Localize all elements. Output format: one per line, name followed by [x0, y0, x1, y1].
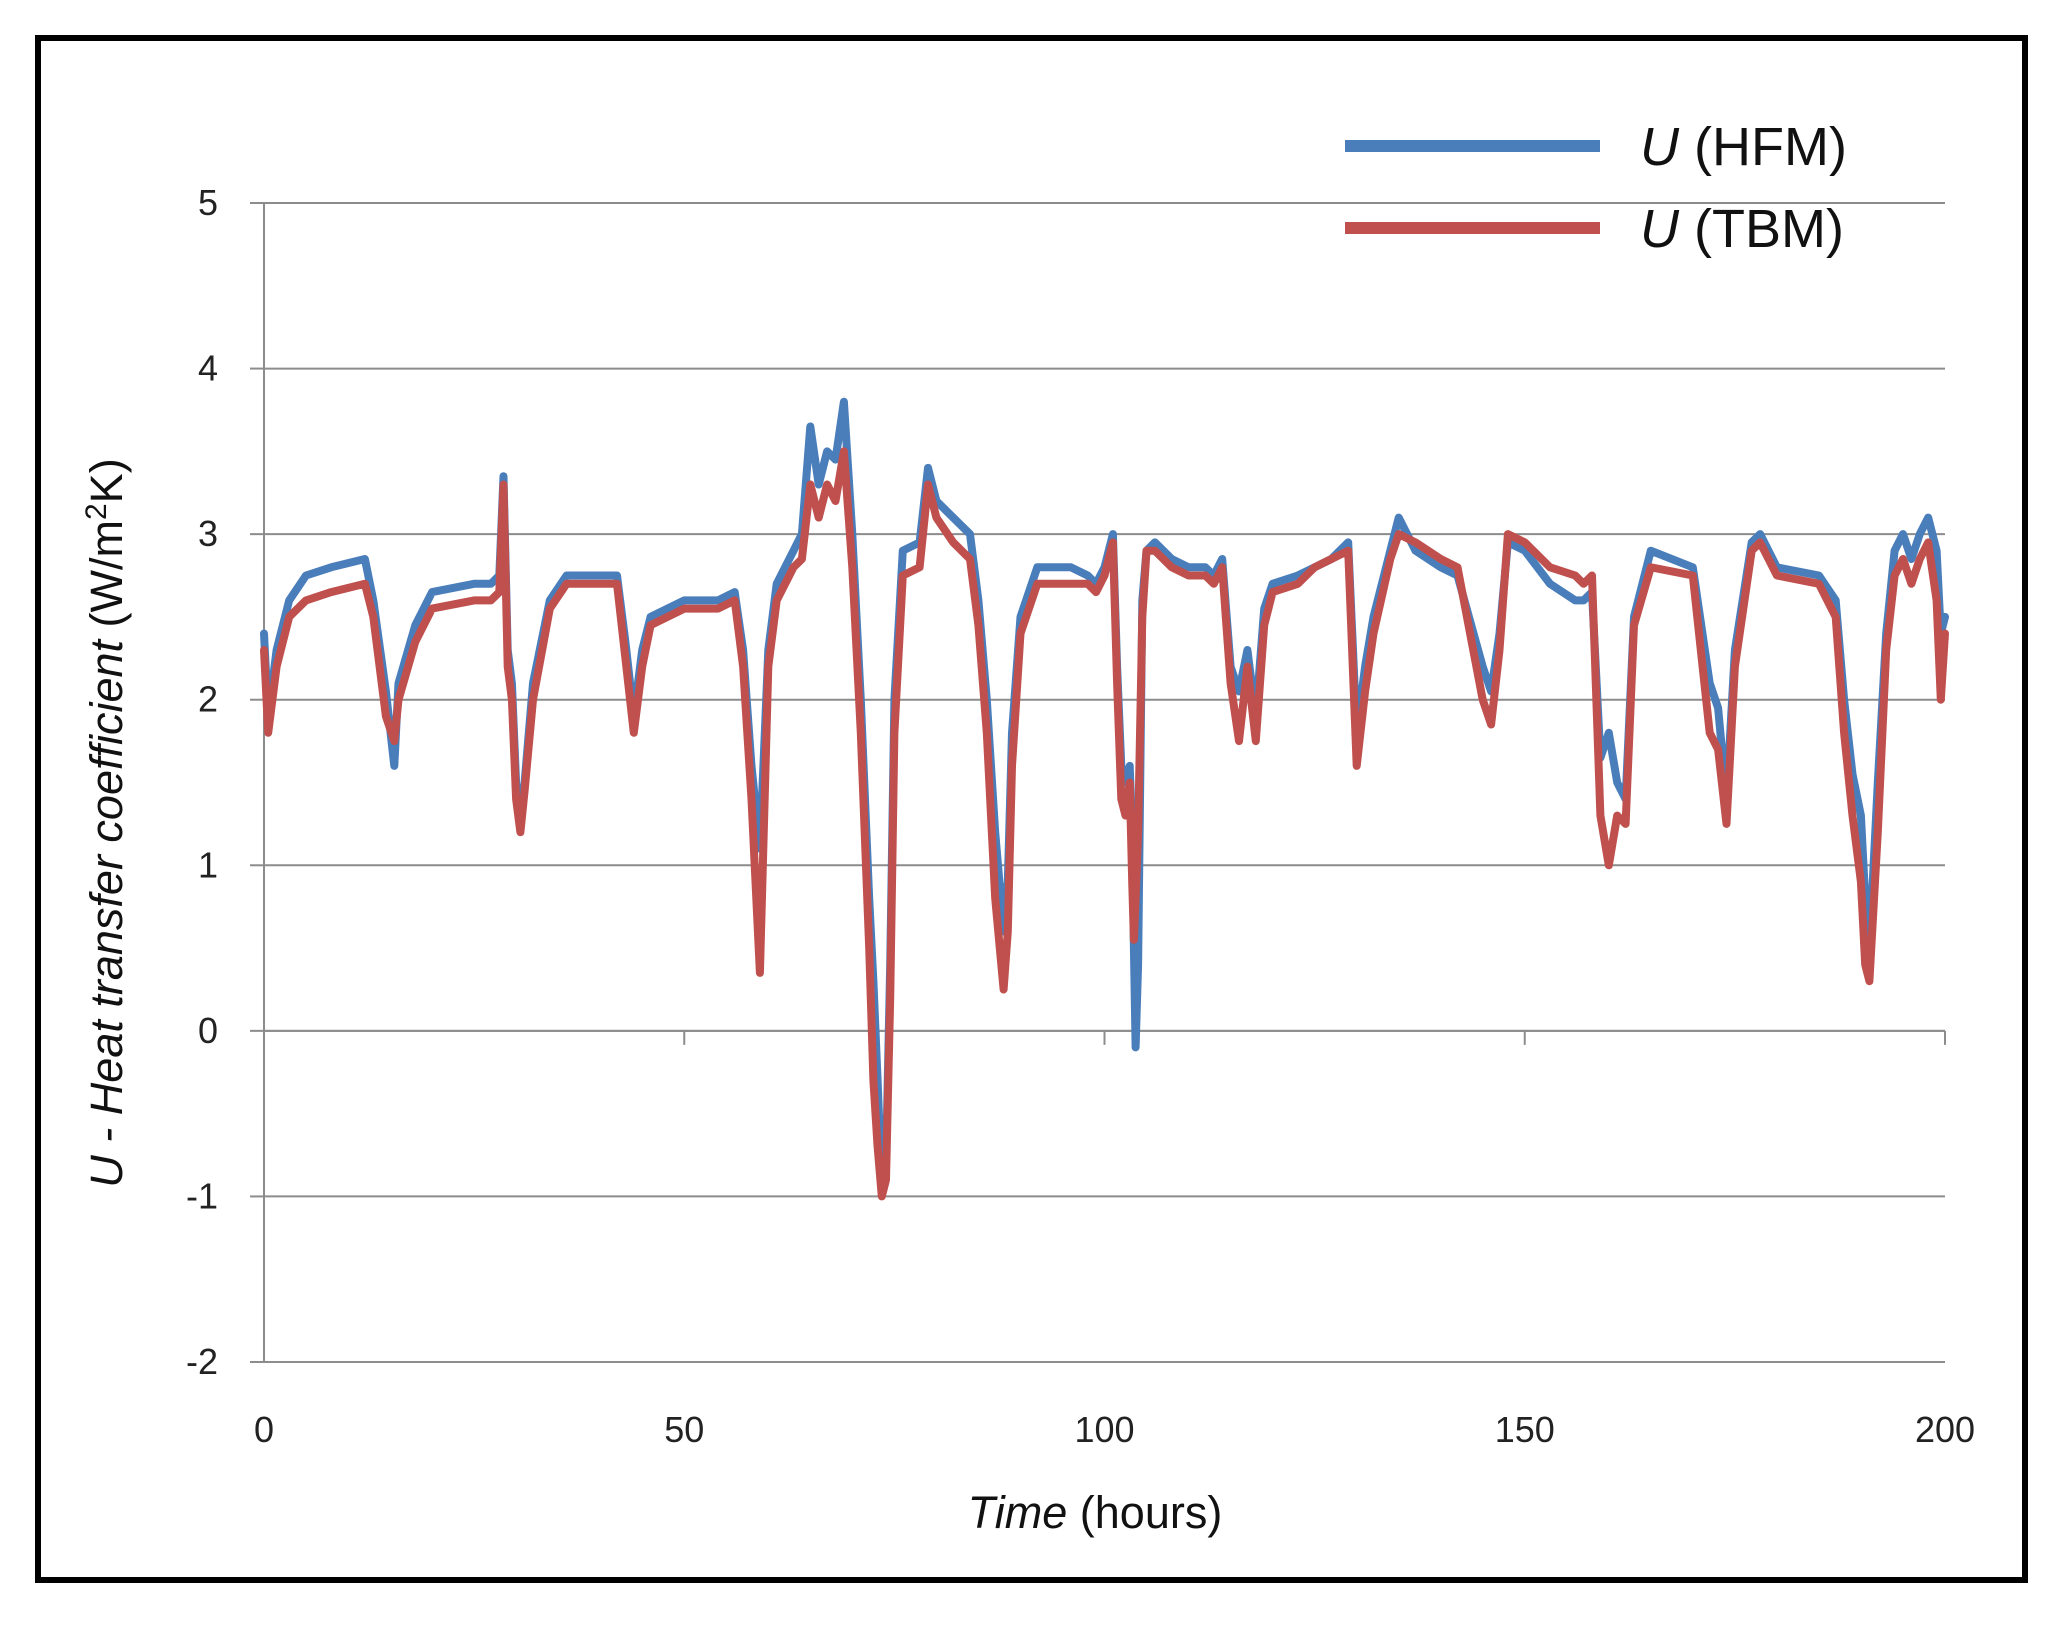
y-axis-title-unit-b: K) [81, 458, 132, 503]
legend-label-symbol: U [1640, 117, 1680, 177]
y-axis-title: U - Heat transfer coefficient (W/m2K) [80, 458, 133, 1187]
y-tick-label: 5 [198, 182, 218, 223]
y-tick-label: -2 [186, 1341, 218, 1382]
legend-label-hfm: U (HFM) [1640, 117, 1847, 177]
y-axis-title-main: Heat transfer coefficient [81, 637, 132, 1115]
x-tick-label: 200 [1915, 1409, 1975, 1450]
y-axis-title-superscript: 2 [80, 503, 113, 520]
x-axis-title: Time (hours) [968, 1487, 1223, 1538]
x-tick-label: 150 [1495, 1409, 1555, 1450]
legend-label-method: (HFM) [1679, 117, 1847, 177]
axes [250, 202, 1946, 1363]
y-tick-label: 0 [198, 1010, 218, 1051]
y-axis-title-prefix: U - [81, 1115, 132, 1188]
chart-frame [35, 35, 2028, 1583]
y-tick-label: 2 [198, 679, 218, 720]
legend-label-tbm: U (TBM) [1640, 199, 1844, 259]
y-tick-label: -1 [186, 1175, 218, 1216]
x-axis-title-unit: (hours) [1067, 1487, 1222, 1538]
x-tick-label: 100 [1074, 1409, 1134, 1450]
legend-label-symbol: U [1640, 199, 1680, 259]
y-tick-label: 4 [198, 348, 218, 389]
x-axis-title-main: Time [968, 1487, 1068, 1538]
series-line-tbm [260, 447, 1949, 1201]
y-tick-label: 1 [198, 844, 218, 885]
y-axis-title-unit-a: (W/m [81, 520, 132, 640]
x-tick-label: 50 [664, 1409, 704, 1450]
y-tick-label: 3 [198, 513, 218, 554]
series-lines [260, 397, 1949, 1201]
legend-label-method: (TBM) [1679, 199, 1844, 259]
y-tick-labels: 5 4 3 2 1 0 -1 -2 [186, 182, 218, 1382]
x-tick-label: 0 [254, 1409, 274, 1450]
legend: U (HFM)U (TBM) [1345, 117, 1847, 259]
x-tick-labels: 0 50 100 150 200 [254, 1409, 1975, 1450]
